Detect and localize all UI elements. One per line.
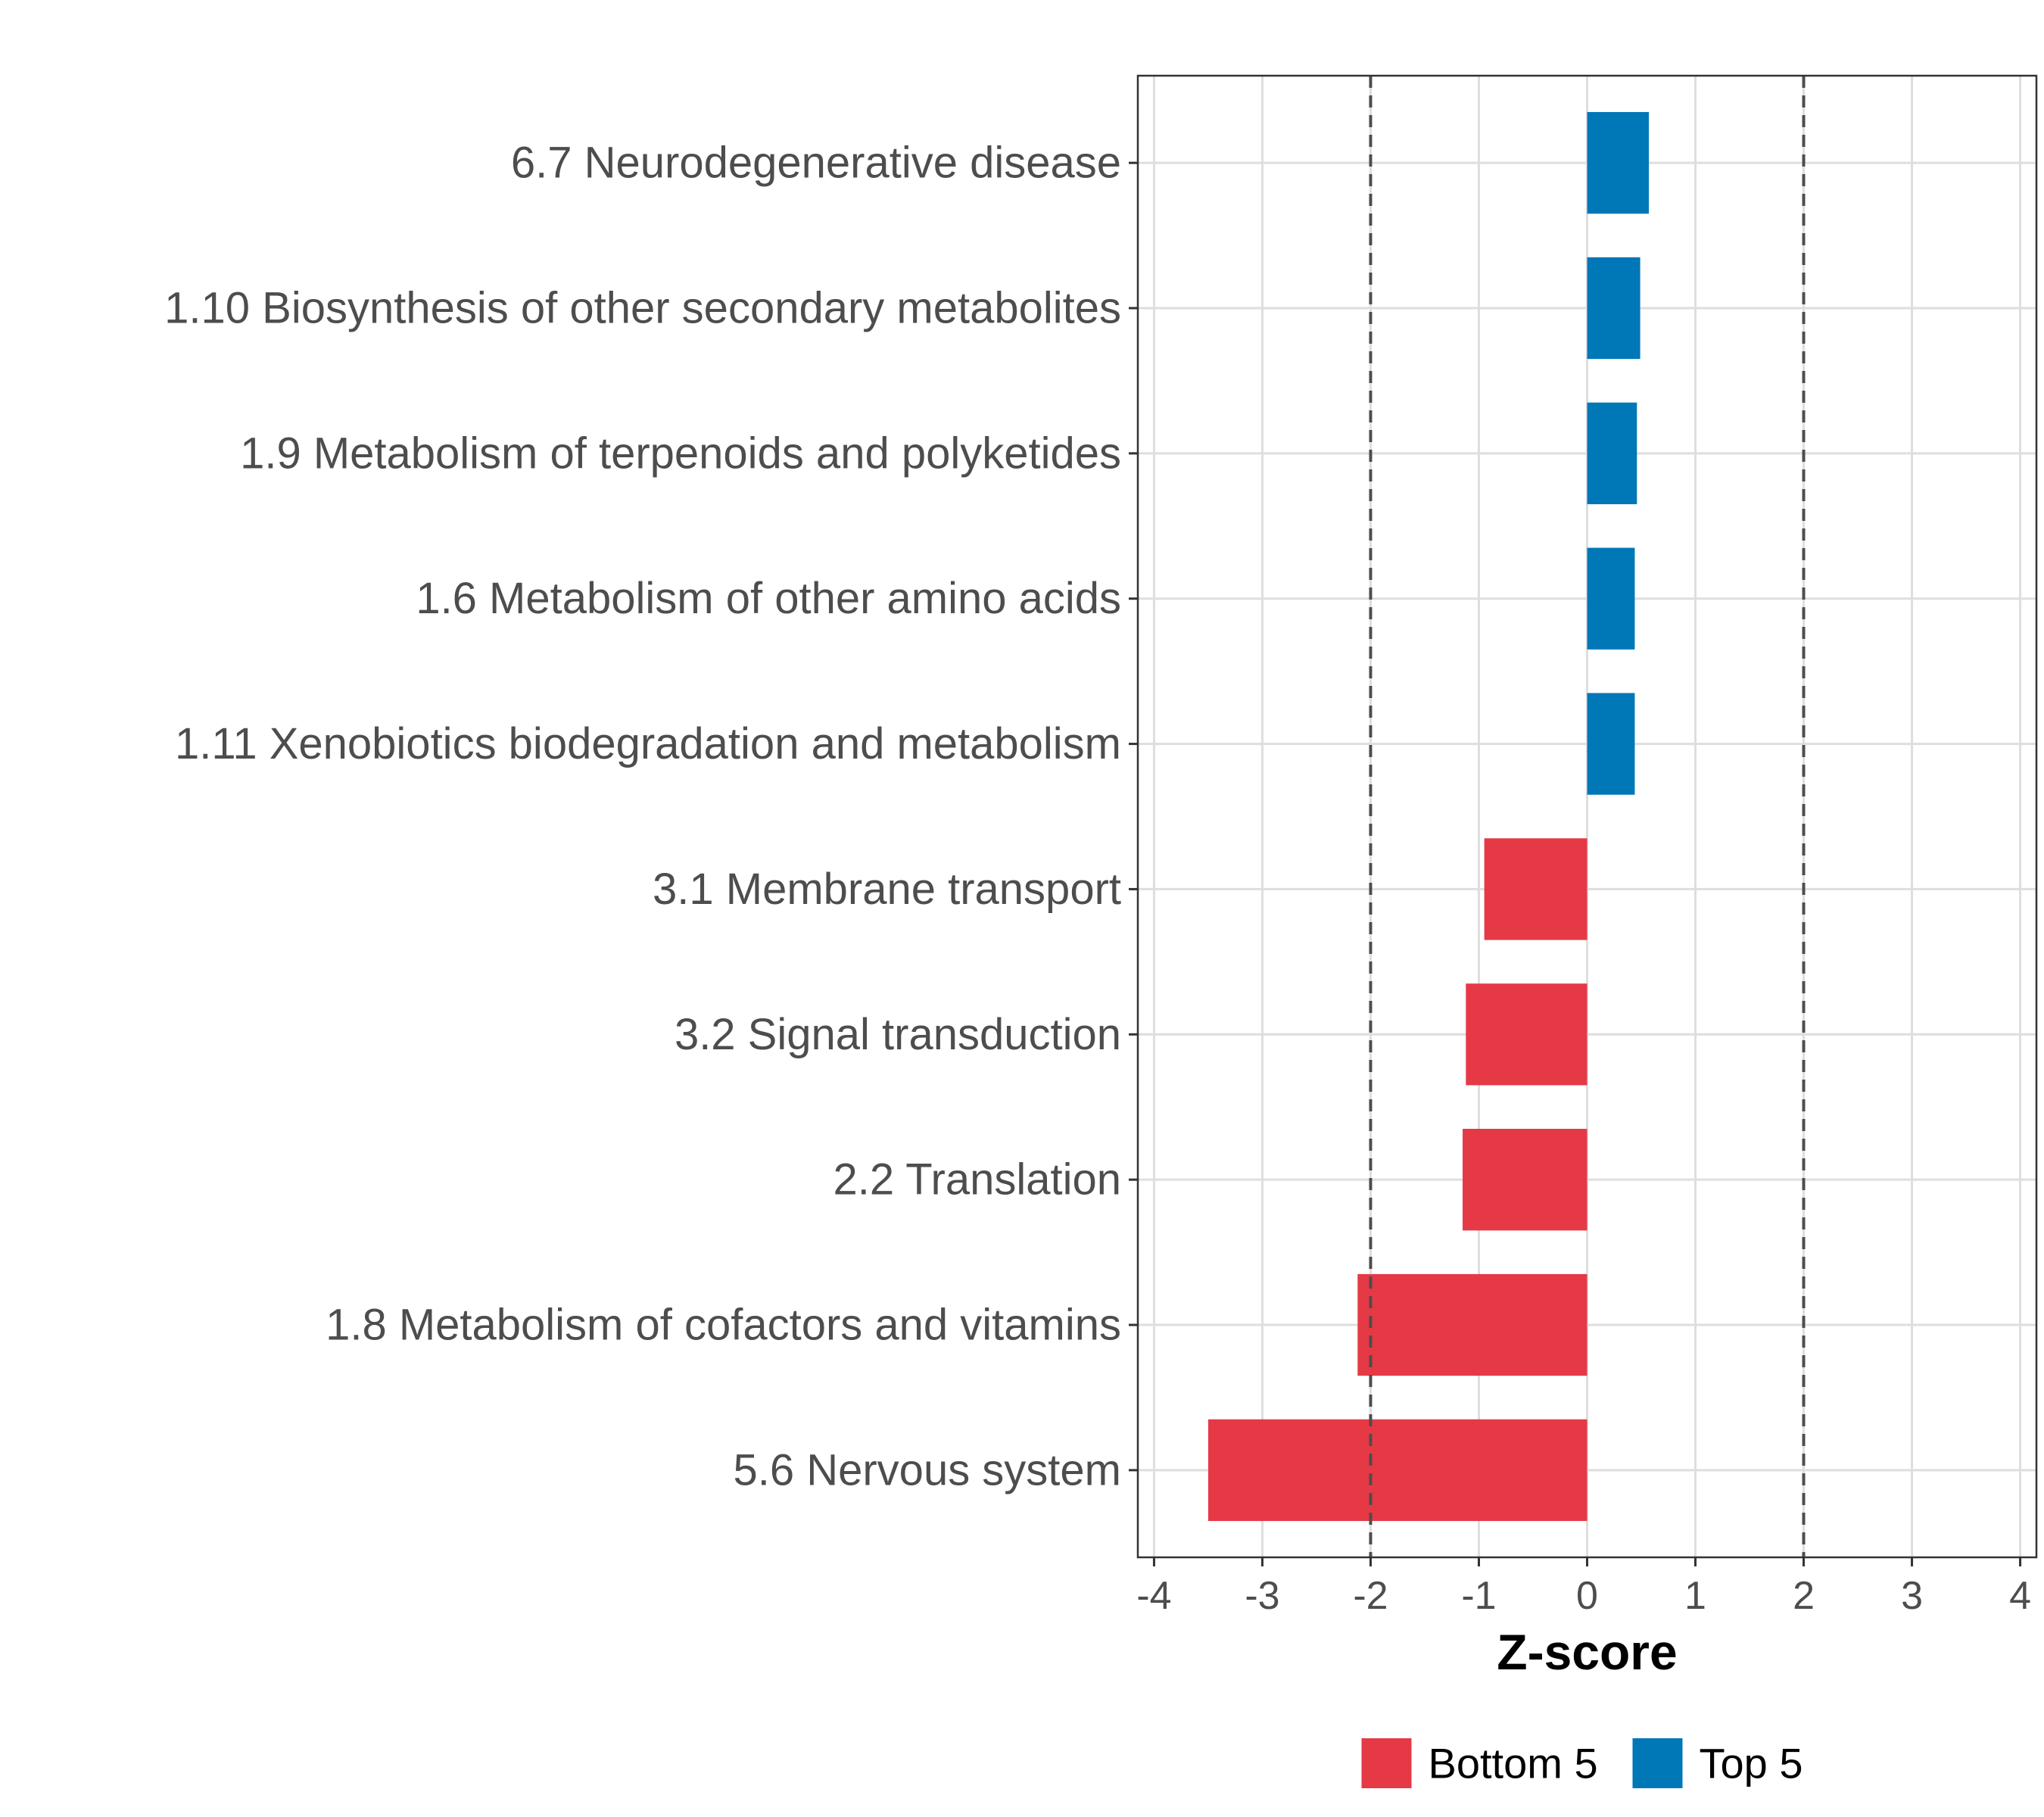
bar <box>1587 257 1640 360</box>
y-tick-label: 3.1 Membrane transport <box>653 865 1121 914</box>
x-tick-label: 2 <box>1793 1574 1815 1618</box>
x-tick-label: 0 <box>1576 1574 1598 1618</box>
y-tick-label: 6.7 Neurodegenerative disease <box>511 139 1121 188</box>
bar <box>1587 693 1635 795</box>
y-tick-label: 5.6 Nervous system <box>733 1445 1121 1494</box>
bar <box>1587 547 1635 650</box>
x-tick-label: -1 <box>1461 1574 1496 1618</box>
x-tick-label: 1 <box>1684 1574 1706 1618</box>
x-axis: -4 -3 -2 -1 0 1 2 3 4 <box>1136 1557 2031 1618</box>
y-tick-label: 1.11 Xenobiotics biodegradation and meta… <box>175 719 1121 768</box>
bar <box>1463 1129 1588 1231</box>
y-tick-label: 1.6 Metabolism of other amino acids <box>416 574 1121 623</box>
x-tick-label: -4 <box>1136 1574 1171 1618</box>
bar <box>1207 1419 1588 1522</box>
legend-key <box>1361 1738 1412 1788</box>
y-tick-label: 2.2 Translation <box>833 1155 1121 1205</box>
x-tick-label: -2 <box>1353 1574 1388 1618</box>
x-axis-title: Z-score <box>1497 1624 1677 1680</box>
bar <box>1466 983 1588 1086</box>
x-tick-label: -3 <box>1245 1574 1279 1618</box>
x-tick-label: 3 <box>1901 1574 1923 1618</box>
bar <box>1587 402 1637 504</box>
legend-label: Bottom 5 <box>1429 1740 1598 1787</box>
y-tick-label: 1.10 Biosynthesis of other secondary met… <box>164 283 1121 332</box>
bar <box>1357 1273 1588 1376</box>
y-axis: 6.7 Neurodegenerative disease 1.10 Biosyn… <box>164 139 1138 1494</box>
reference-lines <box>1369 76 1806 1557</box>
y-tick-label: 1.8 Metabolism of cofactors and vitamins <box>326 1301 1121 1350</box>
y-tick-label: 3.2 Signal transduction <box>675 1010 1121 1059</box>
legend: Bottom 5 Top 5 <box>1361 1738 1803 1788</box>
legend-label: Top 5 <box>1700 1740 1803 1787</box>
x-tick-label: 4 <box>2009 1574 2031 1618</box>
bar <box>1587 111 1650 214</box>
bars-layer <box>1207 111 1650 1522</box>
y-tick-label: 1.9 Metabolism of terpenoids and polyket… <box>240 429 1121 478</box>
bar <box>1484 838 1588 940</box>
legend-key <box>1632 1738 1683 1788</box>
